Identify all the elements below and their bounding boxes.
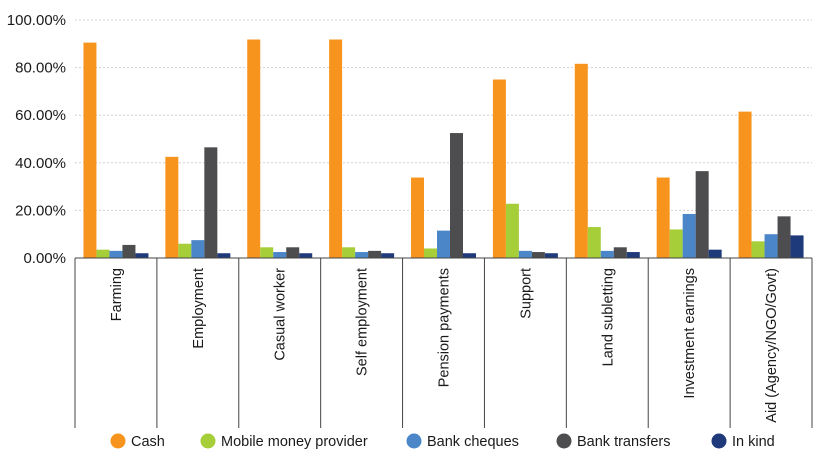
bar-in-kind-0 <box>135 253 149 258</box>
bar-cash-4 <box>411 177 424 258</box>
x-tick-label: Casual worker <box>273 268 289 361</box>
legend: Cash Mobile money provider Bank cheques Ban… <box>110 433 775 450</box>
legend-marker <box>406 433 422 449</box>
bar-in-kind-8 <box>790 235 804 258</box>
bar-bank-transfers-6 <box>613 247 627 258</box>
y-axis: 0.00% 20.00% 40.00% 60.00% 80.00% 100.00% <box>7 12 66 267</box>
legend-marker <box>556 433 572 449</box>
bar-cash-1 <box>165 156 179 258</box>
bar-in-kind-5 <box>544 253 558 258</box>
legend-label: Bank cheques <box>427 434 519 450</box>
bar-in-kind-7 <box>708 249 722 258</box>
bar-bank-cheques-8 <box>764 234 778 258</box>
bar-bank-cheques-0 <box>109 250 123 258</box>
bar-bank-transfers-5 <box>531 252 545 258</box>
bar-mobile-money-provider-8 <box>751 241 765 258</box>
bar-in-kind-3 <box>381 253 395 258</box>
bar-cash-0 <box>83 42 97 258</box>
x-tick-label: Investment earnings <box>682 268 698 399</box>
bar-cash-6 <box>574 63 588 259</box>
gridlines <box>75 19 812 211</box>
bar-bank-transfers-4 <box>450 133 463 258</box>
x-tick-label: Pension payments <box>437 268 453 387</box>
x-tick-label: Support <box>518 268 534 319</box>
bar-cash-3 <box>329 39 343 259</box>
bar-bank-transfers-3 <box>368 250 382 258</box>
legend-marker <box>711 433 727 449</box>
legend-label: Mobile money provider <box>221 434 368 450</box>
bar-mobile-money-provider-6 <box>587 227 601 258</box>
bar-cash-7 <box>656 177 670 258</box>
bar-cash-2 <box>247 39 261 259</box>
legend-label: In kind <box>732 434 775 450</box>
bar-in-kind-4 <box>463 253 476 258</box>
bar-mobile-money-provider-2 <box>260 247 274 258</box>
bar-bank-transfers-0 <box>122 244 136 258</box>
x-tick-label: Aid (Agency/NGO/Govt) <box>764 268 780 423</box>
x-tick-label: Employment <box>191 268 207 349</box>
bar-mobile-money-provider-0 <box>96 249 110 258</box>
legend-label: Cash <box>131 434 165 450</box>
bar-bank-cheques-1 <box>191 240 205 258</box>
bar-bank-transfers-8 <box>777 216 791 258</box>
x-tick-label: Farming <box>109 268 125 321</box>
bar-in-kind-1 <box>217 253 231 258</box>
y-tick-label: 40.00% <box>15 155 66 172</box>
y-tick-label: 80.00% <box>15 60 66 77</box>
x-tick-label: Self employment <box>355 268 371 376</box>
bar-cash-5 <box>492 79 506 258</box>
y-tick-label: 60.00% <box>15 107 66 124</box>
bars <box>83 39 804 259</box>
y-tick-label: 0.00% <box>23 250 66 267</box>
bar-bank-cheques-6 <box>600 250 614 258</box>
y-tick-label: 100.00% <box>7 12 66 29</box>
bar-bank-cheques-2 <box>273 252 287 258</box>
legend-label: Bank transfers <box>577 434 671 450</box>
bar-in-kind-6 <box>626 252 640 258</box>
bar-cash-8 <box>738 111 752 258</box>
y-tick-label: 20.00% <box>15 202 66 219</box>
legend-marker <box>110 433 126 449</box>
bar-mobile-money-provider-7 <box>669 229 683 258</box>
bar-in-kind-2 <box>299 253 313 258</box>
bar-bank-cheques-7 <box>682 213 696 258</box>
bar-mobile-money-provider-5 <box>505 203 519 258</box>
legend-marker <box>200 433 216 449</box>
bar-bank-transfers-1 <box>204 147 218 258</box>
bar-bank-cheques-5 <box>518 250 532 258</box>
bar-bank-transfers-2 <box>286 247 300 258</box>
x-axis: Farming Employment Casual worker Self emplo… <box>74 257 813 428</box>
bar-mobile-money-provider-3 <box>342 247 356 258</box>
x-tick-label: Land subletting <box>600 268 616 366</box>
bar-bank-transfers-7 <box>695 171 709 258</box>
bar-bank-cheques-3 <box>355 252 369 258</box>
bar-bank-cheques-4 <box>437 230 450 258</box>
bar-mobile-money-provider-1 <box>178 243 192 258</box>
bar-mobile-money-provider-4 <box>424 248 437 258</box>
